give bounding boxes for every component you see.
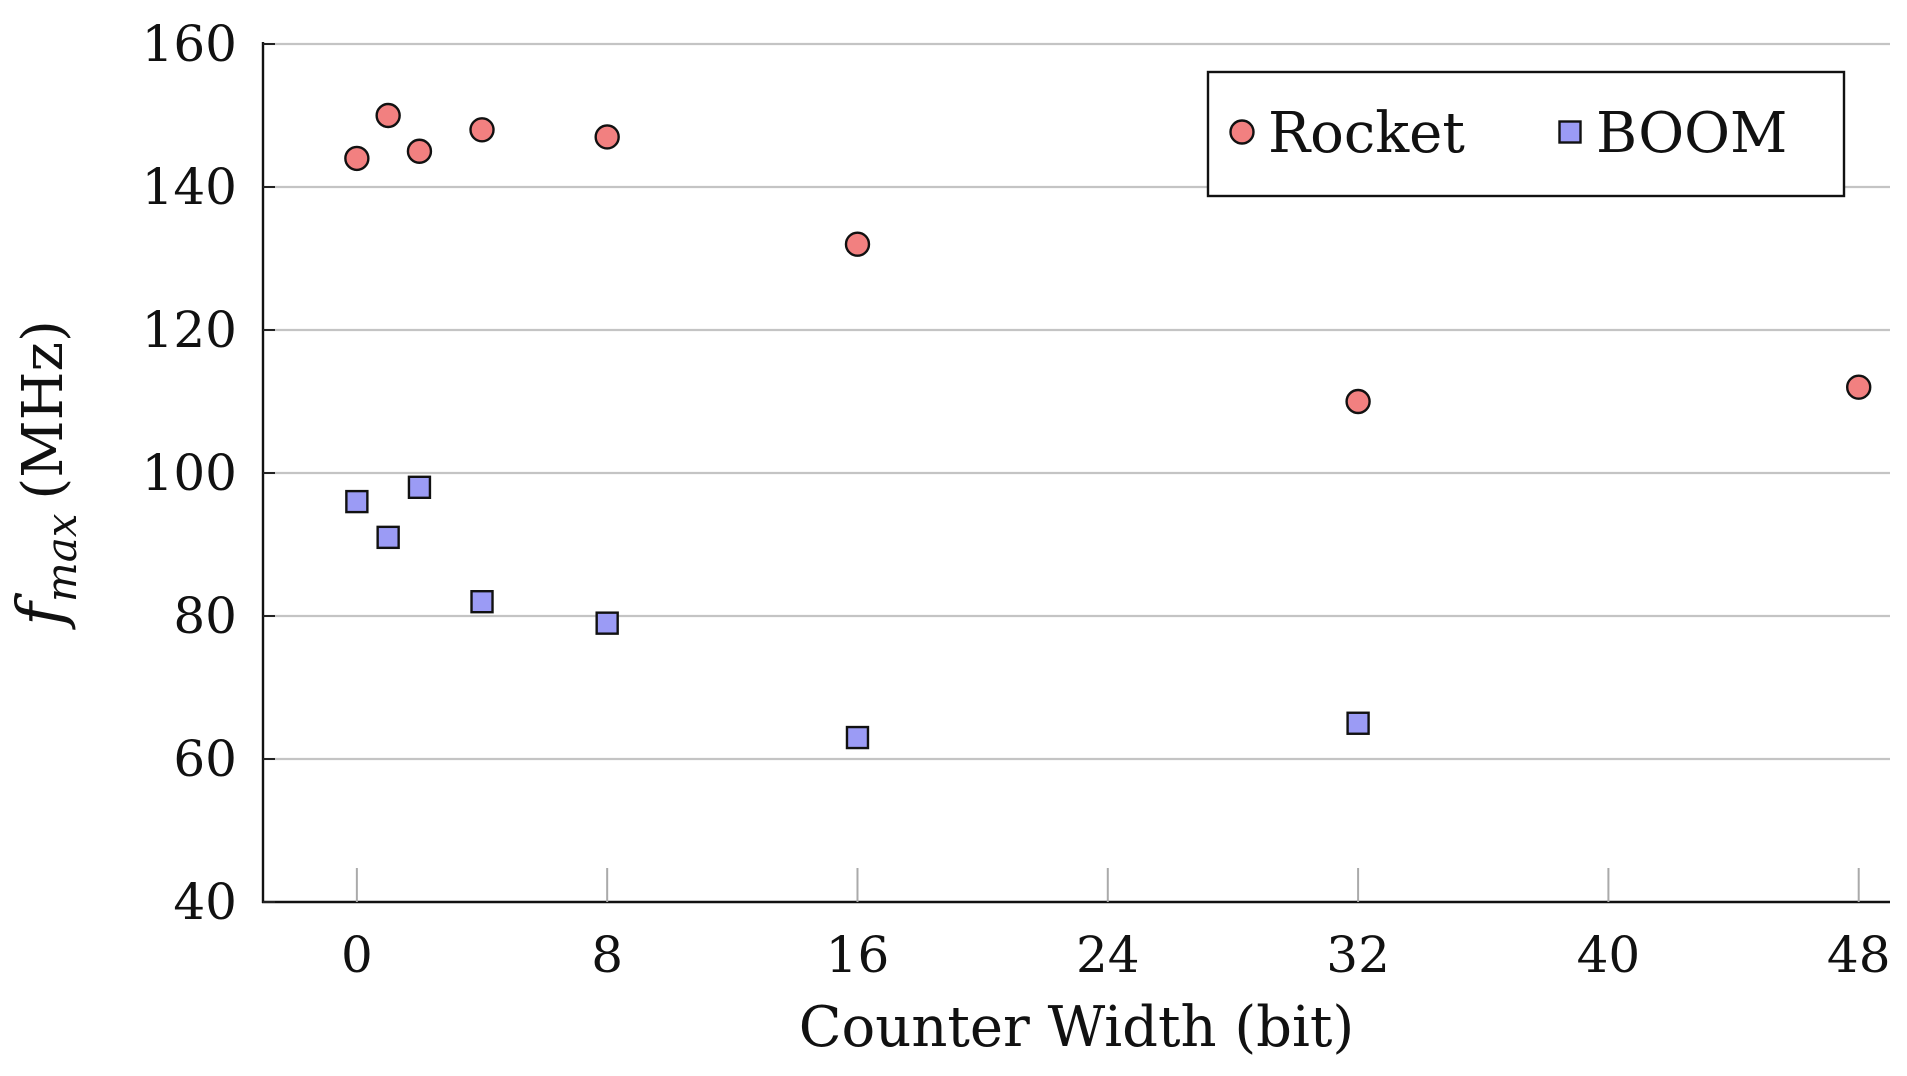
x-tick-label: 32 bbox=[1326, 926, 1390, 984]
boom-point bbox=[595, 611, 619, 635]
y-tick-label: 60 bbox=[173, 730, 237, 788]
y-tick-label: 120 bbox=[142, 301, 237, 359]
boom-point bbox=[345, 489, 369, 514]
x-tick-label: 16 bbox=[826, 926, 890, 984]
rocket-point bbox=[344, 145, 370, 172]
x-axis-title: Counter Width (bit) bbox=[799, 995, 1355, 1060]
x-tick-label: 40 bbox=[1577, 926, 1641, 984]
legend-rocket-label: Rocket bbox=[1268, 101, 1465, 166]
y-axis-title: fmax(MHz) bbox=[4, 320, 86, 630]
rocket-point bbox=[375, 102, 401, 129]
rocket-point bbox=[1846, 374, 1872, 400]
rocket-point bbox=[844, 231, 871, 257]
legend-boom-marker bbox=[1558, 120, 1582, 144]
y-tick-label: 40 bbox=[173, 873, 237, 931]
points-layer bbox=[344, 102, 1872, 750]
y-tick-label: 140 bbox=[142, 158, 237, 216]
legend: Rocket BOOM bbox=[1206, 70, 1846, 198]
boom-point bbox=[407, 475, 432, 499]
x-tick-label: 48 bbox=[1827, 926, 1891, 984]
y-axis-subscript: max bbox=[37, 513, 86, 602]
x-tick-label: 0 bbox=[341, 926, 373, 984]
boom-point bbox=[470, 590, 494, 614]
boom-point bbox=[1346, 711, 1370, 735]
rocket-point bbox=[594, 124, 620, 150]
y-tick-label: 80 bbox=[173, 587, 237, 645]
ticks-layer: 40 60 80 100 120 140 160 0 8 16 24 32 40 48 bbox=[142, 15, 1891, 984]
legend-boom-label: BOOM bbox=[1596, 101, 1787, 166]
rocket-point bbox=[1345, 388, 1371, 415]
legend-box bbox=[1206, 70, 1846, 198]
legend-rocket-marker bbox=[1229, 119, 1255, 145]
rocket-point bbox=[469, 117, 495, 143]
y-tick-label: 100 bbox=[142, 444, 237, 502]
grid-layer bbox=[263, 42, 1890, 761]
rocket-point bbox=[406, 138, 433, 164]
x-tick-label: 24 bbox=[1076, 926, 1140, 984]
y-tick-label: 160 bbox=[142, 15, 237, 73]
x-tick-label: 8 bbox=[591, 926, 623, 984]
boom-point bbox=[376, 525, 400, 550]
boom-point bbox=[845, 725, 870, 750]
y-axis-unit: (MHz) bbox=[11, 320, 76, 499]
